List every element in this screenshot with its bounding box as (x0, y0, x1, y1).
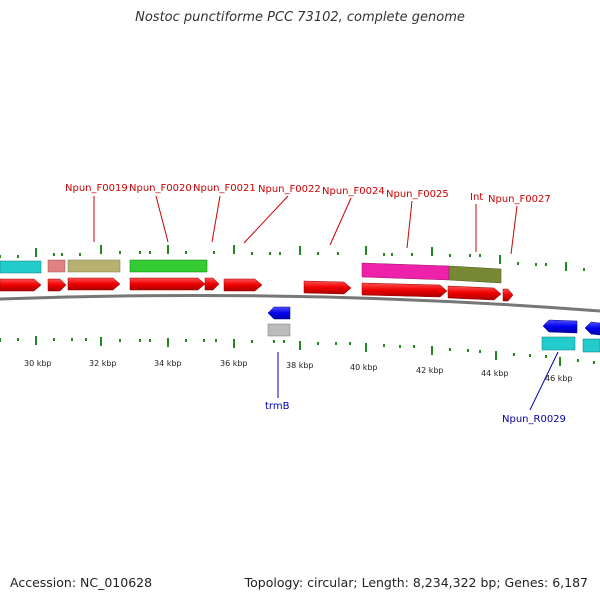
gene-label-npun-r0029[interactable]: Npun_R0029 (502, 414, 566, 425)
feature-track (0, 259, 502, 284)
reverse-cds-arrow[interactable] (584, 321, 600, 336)
gene-label-npun-f0020[interactable]: Npun_F0020 (129, 183, 192, 194)
reverse-cds-arrow[interactable] (542, 319, 578, 334)
gene-label-npun-f0021[interactable]: Npun_F0021 (193, 183, 256, 194)
kbp-label-40: 40 kbp (350, 363, 378, 372)
kbp-label-32: 32 kbp (89, 359, 117, 368)
upper-ruler (0, 245, 585, 271)
cds-arrow[interactable] (223, 278, 263, 292)
cds-arrow[interactable] (361, 282, 448, 298)
feature-cyan-left[interactable] (0, 260, 42, 274)
kbp-label-46: 46 kbp (545, 374, 573, 383)
feature-green[interactable] (129, 259, 208, 273)
cds-arrow[interactable] (47, 278, 67, 292)
cds-arrow[interactable] (67, 277, 121, 291)
gene-label-npun-f0027[interactable]: Npun_F0027 (488, 194, 551, 205)
kbp-label-42: 42 kbp (416, 366, 444, 375)
forward-cds-track (0, 277, 514, 302)
feature-pink[interactable] (47, 259, 66, 273)
kbp-labels: 30 kbp 32 kbp 34 kbp 36 kbp 38 kbp 40 kb… (24, 359, 573, 383)
feature-cyan-right-a[interactable] (541, 336, 576, 351)
cds-arrow[interactable] (129, 277, 206, 291)
gene-label-trmb[interactable]: trmB (265, 401, 290, 412)
feature-cyan-right-b[interactable] (582, 338, 600, 353)
reverse-cds-arrow[interactable] (267, 306, 291, 320)
gene-label-int[interactable]: Int (470, 192, 483, 203)
top-gene-labels: Npun_F0019 Npun_F0020 Npun_F0021 Npun_F0… (65, 183, 551, 205)
kbp-label-34: 34 kbp (154, 359, 182, 368)
trna-feature-grey[interactable] (267, 323, 291, 337)
kbp-label-38: 38 kbp (286, 361, 314, 370)
accession-text: Accession: NC_010628 (10, 575, 153, 590)
genome-stats-text: Topology: circular; Length: 8,234,322 bp… (244, 575, 588, 590)
feature-magenta[interactable] (361, 262, 450, 281)
top-label-leaders (93, 195, 518, 255)
cds-arrow[interactable] (0, 278, 42, 292)
kbp-label-36: 36 kbp (220, 359, 248, 368)
kbp-label-30: 30 kbp (24, 359, 52, 368)
cds-arrow[interactable] (502, 288, 514, 302)
gene-label-npun-f0024[interactable]: Npun_F0024 (322, 186, 385, 197)
gene-label-npun-f0022[interactable]: Npun_F0022 (258, 184, 321, 195)
bottom-label-leaders (277, 351, 559, 411)
gene-label-npun-f0019[interactable]: Npun_F0019 (65, 183, 128, 194)
cds-arrow[interactable] (204, 277, 220, 291)
feature-olive[interactable] (448, 265, 502, 284)
lower-ruler (0, 336, 595, 366)
gene-label-npun-f0025[interactable]: Npun_F0025 (386, 189, 449, 200)
cds-arrow[interactable] (303, 280, 352, 295)
cds-arrow[interactable] (447, 285, 502, 301)
genome-backbone (0, 293, 600, 313)
feature-khaki[interactable] (67, 259, 121, 273)
map-title: Nostoc punctiforme PCC 73102, complete g… (135, 10, 465, 25)
kbp-label-44: 44 kbp (481, 369, 509, 378)
reverse-track (267, 306, 600, 353)
